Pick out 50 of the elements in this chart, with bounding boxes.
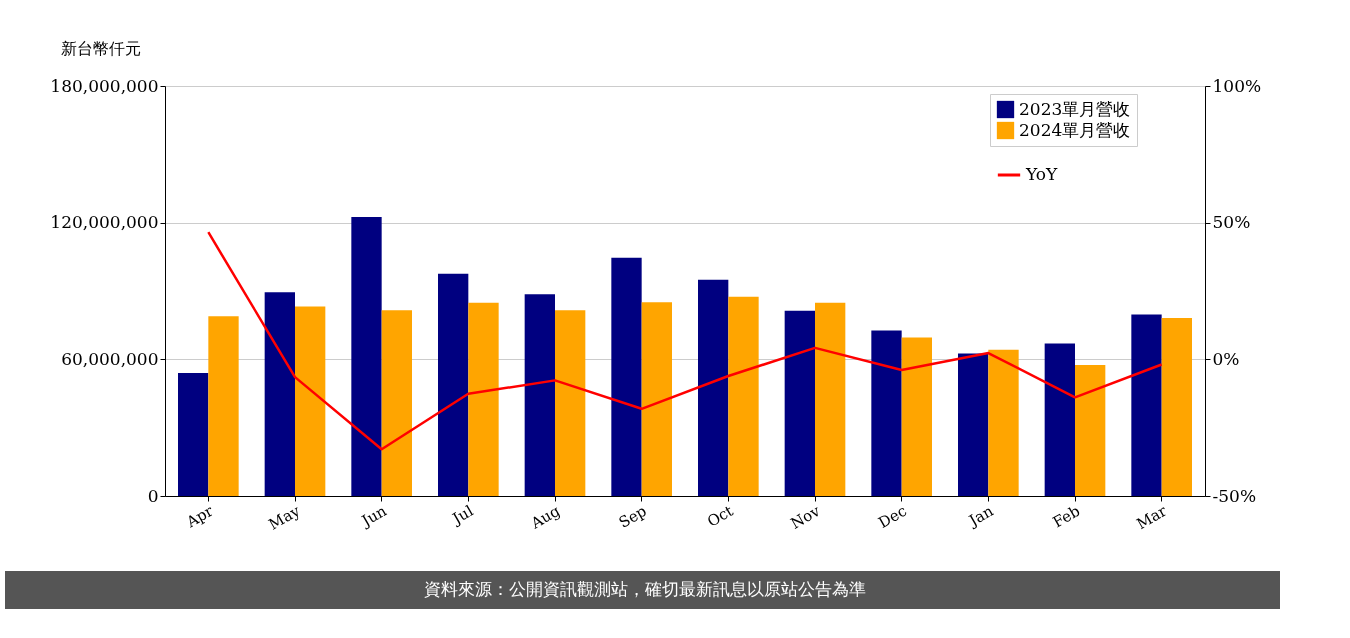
x-tick-label: Dec — [875, 501, 910, 533]
bar — [295, 306, 326, 496]
source-note: 資料來源：公開資訊觀測站，確切最新訊息以原站公告為準 — [424, 579, 866, 599]
x-tick-label: Mar — [1133, 501, 1171, 534]
bar — [641, 302, 672, 496]
bar — [815, 302, 846, 496]
x-tick-label: Oct — [704, 501, 737, 531]
bar — [988, 349, 1019, 496]
bar — [698, 279, 729, 496]
x-tick-label: May — [265, 501, 304, 534]
bar — [1044, 343, 1075, 496]
bar — [524, 294, 555, 496]
bar — [264, 292, 295, 496]
bar — [1131, 314, 1162, 496]
y-axis-title: 新台幣仟元 — [60, 38, 141, 58]
bar — [381, 310, 412, 496]
y-tick-label: 120,000,000 — [50, 212, 159, 233]
y-tick-label: 60,000,000 — [61, 348, 159, 369]
x-tick-label: Apr — [182, 501, 218, 532]
y2-tick-label: 50% — [1212, 212, 1251, 233]
bar — [1161, 318, 1192, 496]
bar — [208, 316, 239, 496]
bar — [728, 296, 759, 496]
x-tick-label: Sep — [615, 501, 650, 532]
x-tick-label: Jun — [356, 501, 390, 532]
x-tick-label: Aug — [527, 501, 564, 533]
line-series — [207, 230, 1163, 451]
legend-label: 2023單月營收 — [1019, 98, 1131, 119]
bar — [611, 257, 642, 496]
legend-label: 2024單月營收 — [1019, 119, 1131, 140]
bar — [1075, 365, 1106, 496]
bar — [178, 373, 209, 496]
bar — [871, 330, 902, 496]
bar — [958, 353, 989, 496]
x-tick-label: Feb — [1049, 501, 1083, 532]
y-tick-label: 0 — [147, 485, 159, 506]
x-tick-label: Jan — [964, 501, 997, 531]
bar — [468, 302, 499, 496]
x-tick-label: Nov — [787, 501, 824, 533]
bar — [351, 216, 382, 496]
y2-tick-label: 0% — [1212, 348, 1240, 369]
bar — [438, 273, 469, 496]
bar — [901, 337, 932, 496]
x-tick-label: Jul — [447, 501, 477, 529]
bar — [555, 310, 586, 496]
y-tick-label: 180,000,000 — [50, 75, 159, 96]
y2-tick-label: -50% — [1212, 485, 1257, 506]
bar — [784, 310, 815, 496]
legend-label: YoY — [1025, 164, 1058, 184]
y2-tick-label: 100% — [1212, 75, 1262, 96]
